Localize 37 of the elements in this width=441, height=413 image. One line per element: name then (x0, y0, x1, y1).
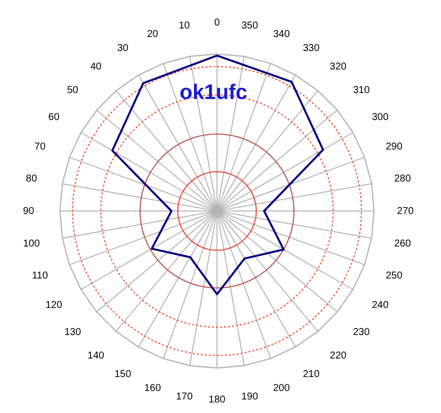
spoke-label: 240 (372, 300, 389, 312)
spoke-label: 310 (352, 84, 370, 96)
spoke-label: 70 (34, 142, 46, 153)
spoke-label: 330 (302, 42, 320, 54)
spoke-label: 280 (394, 173, 412, 184)
spoke-label: 100 (23, 238, 40, 250)
spoke-label: 160 (144, 383, 162, 394)
spoke-label: 60 (48, 112, 60, 123)
spoke-label: 250 (386, 270, 403, 282)
spoke-label: 210 (302, 369, 320, 380)
spoke-label: 50 (67, 84, 79, 96)
spoke-label: 90 (23, 206, 35, 217)
spoke-label: 10 (178, 20, 190, 32)
spoke-label: 290 (386, 142, 403, 153)
spoke-label: 30 (117, 42, 129, 54)
spoke-label: 270 (397, 206, 414, 217)
spoke-label: 180 (208, 394, 226, 406)
spoke-label: 300 (372, 112, 389, 123)
text: ok1ufc (180, 81, 248, 104)
spoke-label: 220 (330, 350, 347, 362)
spoke-label: 350 (241, 20, 258, 32)
spoke-label: 190 (241, 392, 258, 403)
spoke-label: 140 (88, 350, 105, 362)
spoke-label: 40 (90, 62, 102, 73)
spoke-label: 230 (352, 327, 370, 338)
spoke-label: 340 (273, 28, 290, 40)
spoke-label: 150 (114, 369, 132, 380)
spoke-label: 260 (394, 238, 412, 250)
spoke-label: 20 (147, 28, 159, 40)
spoke-label: 110 (32, 270, 48, 282)
spoke-label: 200 (273, 383, 290, 394)
spoke-label: 320 (330, 62, 347, 73)
spoke-label: 0 (214, 18, 220, 29)
spoke-label: 130 (64, 327, 82, 338)
spoke-label: 170 (176, 392, 194, 403)
spoke-label: 120 (45, 300, 63, 312)
spoke-label: 80 (26, 173, 38, 184)
